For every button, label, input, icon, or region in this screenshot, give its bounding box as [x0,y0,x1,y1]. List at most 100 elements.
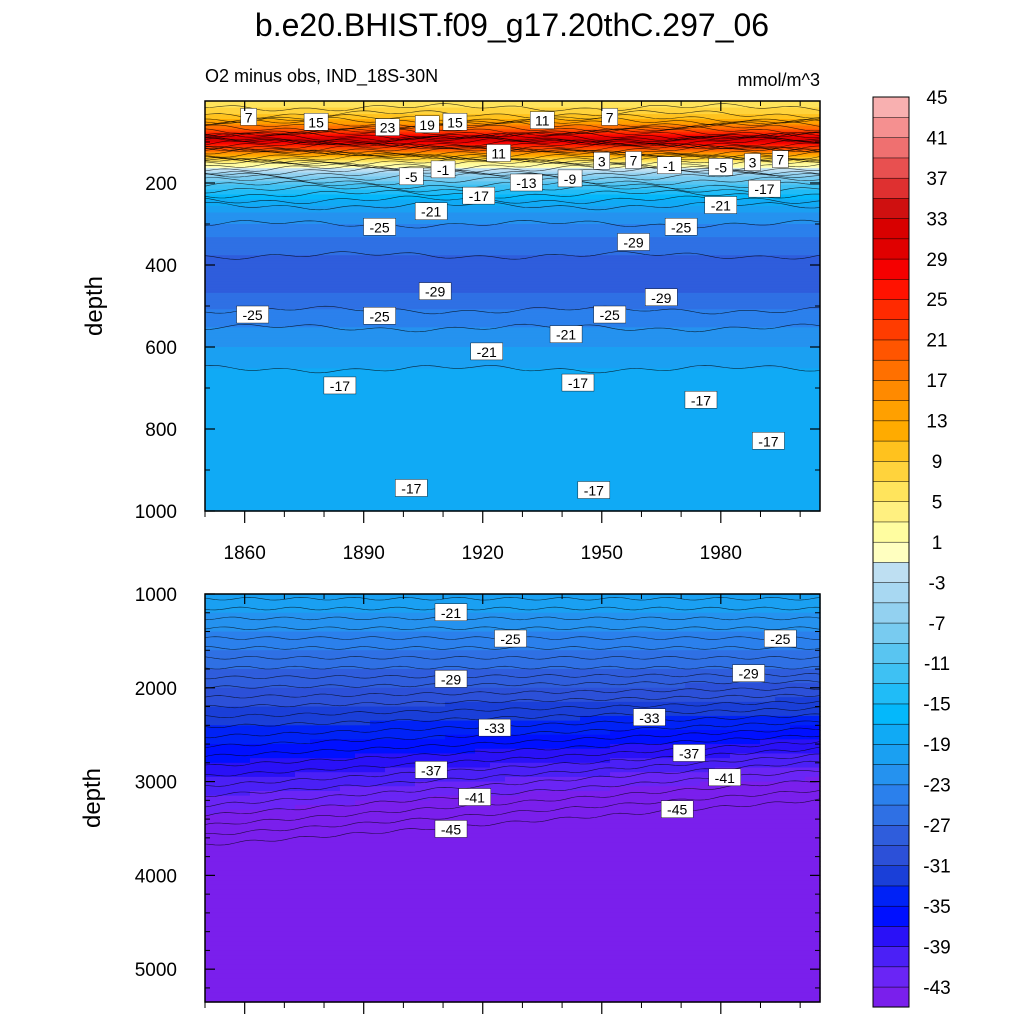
bottom-field-cell [460,617,476,623]
bottom-field-cell [250,734,266,740]
bottom-field-cell [220,734,236,740]
bottom-field-cell [490,622,506,628]
bottom-field-cell [565,823,581,830]
bottom-field-cell [325,912,341,919]
top-field-band [205,146,820,150]
bottom-field-cell [490,612,506,619]
bottom-field-cell [775,884,791,891]
bottom-field-cell [370,790,386,797]
bottom-field-cell [355,889,371,895]
bottom-field-cell [295,720,311,726]
bottom-field-cell [370,875,386,881]
top-field-band [205,250,820,253]
bottom-field-cell [415,983,431,989]
bottom-field-cell [640,819,656,825]
bottom-field-cell [550,650,566,656]
bottom-field-cell [670,776,686,783]
bottom-field-cell [640,847,656,853]
bottom-field-cell [355,790,371,797]
bottom-field-cell [445,837,461,844]
bottom-field-cell [775,678,791,684]
bottom-field-cell [475,936,491,942]
bottom-field-cell [805,945,821,952]
bottom-field-cell [490,894,506,900]
colorbar-tick-label: 5 [932,492,943,513]
bottom-field-cell [610,720,626,726]
bottom-field-cell [565,941,581,947]
bottom-field-cell [415,809,431,816]
bottom-field-cell [310,767,326,773]
bottom-field-cell [505,598,521,604]
bottom-field-cell [235,631,251,637]
bottom-field-cell [685,973,701,980]
bottom-field-cell [505,828,521,834]
bottom-field-cell [745,697,761,703]
bottom-field-cell [700,983,716,989]
bottom-field-cell [790,936,806,942]
bottom-field-cell [505,650,521,656]
bottom-field-cell [745,687,761,694]
bottom-field-cell [535,856,551,862]
bottom-field-cell [760,828,776,834]
bottom-field-cell [265,636,281,642]
bottom-field-cell [340,748,356,755]
bottom-field-cell [745,790,761,797]
contour-label-text: -33 [485,720,505,736]
bottom-field-cell [400,837,416,844]
bottom-field-cell [310,912,326,919]
bottom-field-cell [280,608,296,614]
bottom-field-cell [355,814,371,820]
bottom-field-cell [490,776,506,783]
bottom-field-cell [655,884,671,891]
bottom-field-cell [580,917,596,923]
bottom-field-cell [505,762,521,769]
bottom-field-cell [400,983,416,989]
bottom-field-cell [490,617,506,623]
bottom-field-cell [670,720,686,726]
bottom-field-cell [580,748,596,755]
top-field-band [205,251,820,255]
bottom-field-cell [520,645,536,651]
bottom-field-cell [700,964,716,970]
bottom-field-cell [745,767,761,773]
bottom-field-cell [310,870,326,876]
bottom-field-cell [775,701,791,708]
top-field-band [205,296,820,299]
bottom-field-cell [310,697,326,703]
contour-label-box [395,479,428,497]
bottom-field-cell [265,847,281,853]
bottom-field-cell [400,654,416,661]
top-field-band [205,320,820,323]
bottom-field-cell [550,842,566,848]
bottom-field-cell [550,903,566,909]
bottom-field-cell [490,781,506,787]
bottom-field-cell [310,856,326,862]
bottom-field-cell [205,842,221,848]
contour-label-box [752,432,785,450]
bottom-field-cell [670,706,686,712]
bottom-field-cell [430,734,446,740]
bottom-field-cell [565,594,581,600]
bottom-field-cell [505,594,521,600]
bottom-field-cell [385,931,401,937]
bottom-field-cell [445,884,461,891]
bottom-field-cell [370,659,386,665]
bottom-field-cell [655,851,671,858]
colorbar-swatch [872,905,910,927]
bottom-field-cell [790,706,806,712]
bottom-field-cell [325,683,341,689]
bottom-field-cell [310,950,326,956]
colorbar-tick-label: 37 [926,169,947,190]
bottom-field-cell [340,626,356,633]
bottom-field-cell [430,711,446,717]
bottom-field-cell [445,894,461,900]
top-field-band [205,384,820,387]
bottom-field-cell [595,692,611,698]
bottom-field-cell [640,776,656,783]
bottom-field-cell [415,603,431,609]
bottom-field-cell [295,805,311,811]
bottom-field-cell [475,950,491,956]
bottom-field-cell [265,640,281,647]
bottom-field-cell [520,739,536,745]
bottom-field-cell [580,880,596,886]
